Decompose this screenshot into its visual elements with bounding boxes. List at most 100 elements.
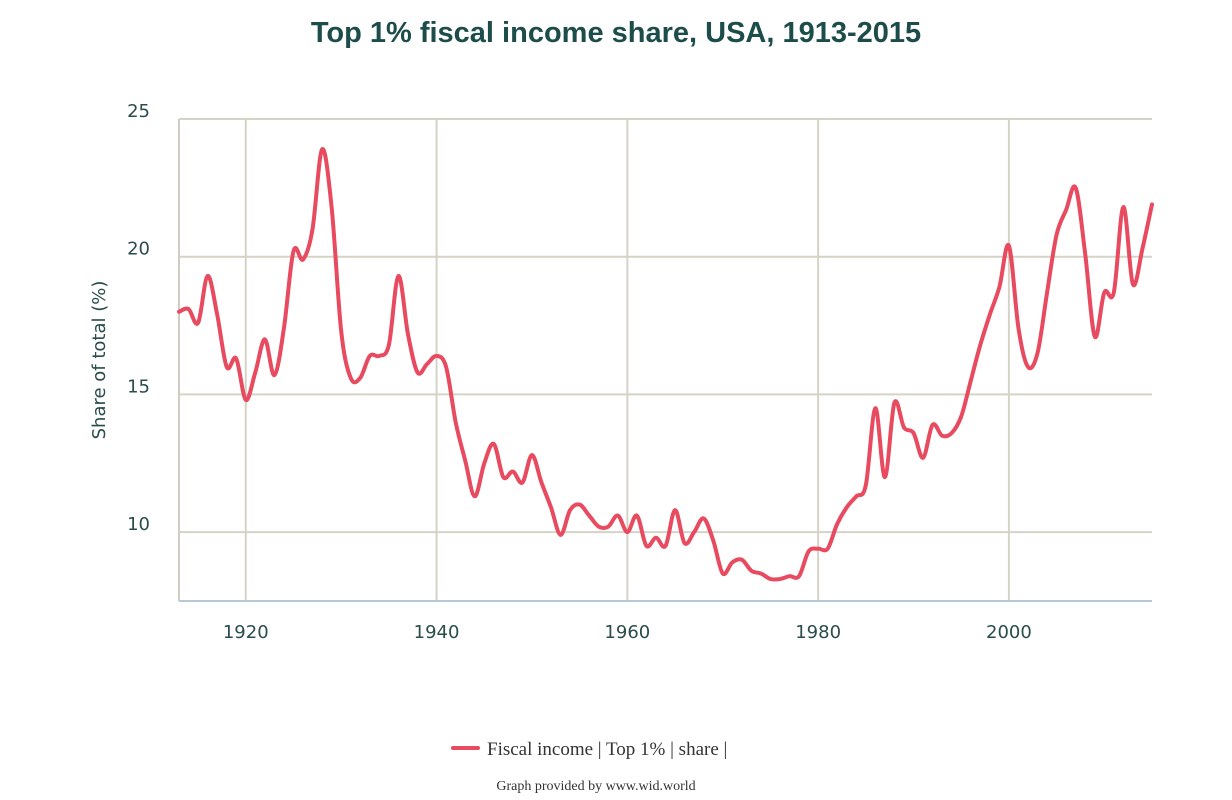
data-point[interactable] bbox=[1004, 241, 1014, 251]
data-point[interactable] bbox=[823, 544, 833, 554]
data-point[interactable] bbox=[765, 574, 775, 584]
data-point[interactable] bbox=[193, 318, 203, 328]
data-point[interactable] bbox=[1042, 288, 1052, 298]
data-point[interactable] bbox=[508, 467, 518, 477]
data-point[interactable] bbox=[1099, 288, 1109, 298]
data-point[interactable] bbox=[1061, 205, 1071, 215]
data-point[interactable] bbox=[899, 423, 909, 433]
data-point[interactable] bbox=[460, 456, 470, 466]
data-point[interactable] bbox=[861, 480, 871, 490]
data-point[interactable] bbox=[928, 420, 938, 430]
data-point[interactable] bbox=[489, 439, 499, 449]
data-point[interactable] bbox=[832, 519, 842, 529]
data-point[interactable] bbox=[1147, 199, 1157, 209]
data-point[interactable] bbox=[947, 428, 957, 438]
data-point[interactable] bbox=[1128, 279, 1138, 289]
data-point[interactable] bbox=[441, 362, 451, 372]
data-point[interactable] bbox=[603, 522, 613, 532]
data-point[interactable] bbox=[680, 538, 690, 548]
data-point[interactable] bbox=[336, 326, 346, 336]
data-point[interactable] bbox=[1118, 202, 1128, 212]
data-point[interactable] bbox=[384, 340, 394, 350]
data-point[interactable] bbox=[622, 527, 632, 537]
data-point[interactable] bbox=[279, 323, 289, 333]
data-point[interactable] bbox=[565, 505, 575, 515]
data-point[interactable] bbox=[451, 417, 461, 427]
data-point[interactable] bbox=[937, 431, 947, 441]
data-point[interactable] bbox=[470, 491, 480, 501]
data-point[interactable] bbox=[775, 574, 785, 584]
data-point[interactable] bbox=[918, 453, 928, 463]
data-point[interactable] bbox=[250, 367, 260, 377]
data-point[interactable] bbox=[1033, 348, 1043, 358]
data-point[interactable] bbox=[641, 541, 651, 551]
data-point[interactable] bbox=[527, 450, 537, 460]
data-point[interactable] bbox=[756, 569, 766, 579]
data-point[interactable] bbox=[985, 310, 995, 320]
data-point[interactable] bbox=[393, 271, 403, 281]
data-point[interactable] bbox=[327, 202, 337, 212]
data-point[interactable] bbox=[365, 351, 375, 361]
data-point[interactable] bbox=[374, 351, 384, 361]
data-point[interactable] bbox=[1109, 288, 1119, 298]
data-point[interactable] bbox=[727, 557, 737, 567]
data-point[interactable] bbox=[1071, 183, 1081, 193]
data-point[interactable] bbox=[269, 370, 279, 380]
data-point[interactable] bbox=[413, 367, 423, 377]
data-point[interactable] bbox=[785, 571, 795, 581]
data-point[interactable] bbox=[556, 530, 566, 540]
data-point[interactable] bbox=[479, 458, 489, 468]
data-point[interactable] bbox=[1052, 230, 1062, 240]
data-point[interactable] bbox=[670, 505, 680, 515]
credit-text[interactable]: Graph provided by www.wid.world bbox=[496, 779, 695, 794]
data-point[interactable] bbox=[880, 472, 890, 482]
legend-label[interactable]: Fiscal income | Top 1% | share | bbox=[487, 739, 727, 760]
data-point[interactable] bbox=[584, 511, 594, 521]
data-point[interactable] bbox=[699, 513, 709, 523]
data-point[interactable] bbox=[909, 428, 919, 438]
data-point[interactable] bbox=[594, 522, 604, 532]
data-point[interactable] bbox=[804, 546, 814, 556]
data-point[interactable] bbox=[870, 403, 880, 413]
data-point[interactable] bbox=[298, 255, 308, 265]
data-point[interactable] bbox=[432, 351, 442, 361]
data-point[interactable] bbox=[613, 511, 623, 521]
data-point[interactable] bbox=[184, 304, 194, 314]
data-point[interactable] bbox=[1080, 249, 1090, 259]
data-point[interactable] bbox=[813, 544, 823, 554]
data-point[interactable] bbox=[737, 555, 747, 565]
data-point[interactable] bbox=[174, 307, 184, 317]
data-point[interactable] bbox=[289, 246, 299, 256]
data-point[interactable] bbox=[708, 535, 718, 545]
data-point[interactable] bbox=[575, 500, 585, 510]
data-point[interactable] bbox=[537, 478, 547, 488]
data-point[interactable] bbox=[632, 511, 642, 521]
data-point[interactable] bbox=[975, 340, 985, 350]
data-point[interactable] bbox=[546, 502, 556, 512]
data-point[interactable] bbox=[966, 376, 976, 386]
data-point[interactable] bbox=[1138, 244, 1148, 254]
legend[interactable]: Fiscal income | Top 1% | share | bbox=[451, 739, 727, 760]
data-point[interactable] bbox=[1023, 362, 1033, 372]
data-point[interactable] bbox=[260, 334, 270, 344]
data-point[interactable] bbox=[317, 144, 327, 154]
data-point[interactable] bbox=[661, 541, 671, 551]
data-point[interactable] bbox=[1014, 323, 1024, 333]
data-point[interactable] bbox=[851, 491, 861, 501]
data-point[interactable] bbox=[651, 533, 661, 543]
data-point[interactable] bbox=[308, 224, 318, 234]
data-point[interactable] bbox=[222, 362, 232, 372]
data-point[interactable] bbox=[517, 478, 527, 488]
series-line[interactable] bbox=[177, 147, 1154, 582]
data-point[interactable] bbox=[203, 271, 213, 281]
data-point[interactable] bbox=[1090, 332, 1100, 342]
data-point[interactable] bbox=[794, 571, 804, 581]
data-point[interactable] bbox=[746, 566, 756, 576]
data-point[interactable] bbox=[241, 395, 251, 405]
data-point[interactable] bbox=[403, 329, 413, 339]
data-point[interactable] bbox=[994, 282, 1004, 292]
data-point[interactable] bbox=[355, 373, 365, 383]
data-point[interactable] bbox=[231, 354, 241, 364]
data-point[interactable] bbox=[956, 412, 966, 422]
data-point[interactable] bbox=[718, 569, 728, 579]
